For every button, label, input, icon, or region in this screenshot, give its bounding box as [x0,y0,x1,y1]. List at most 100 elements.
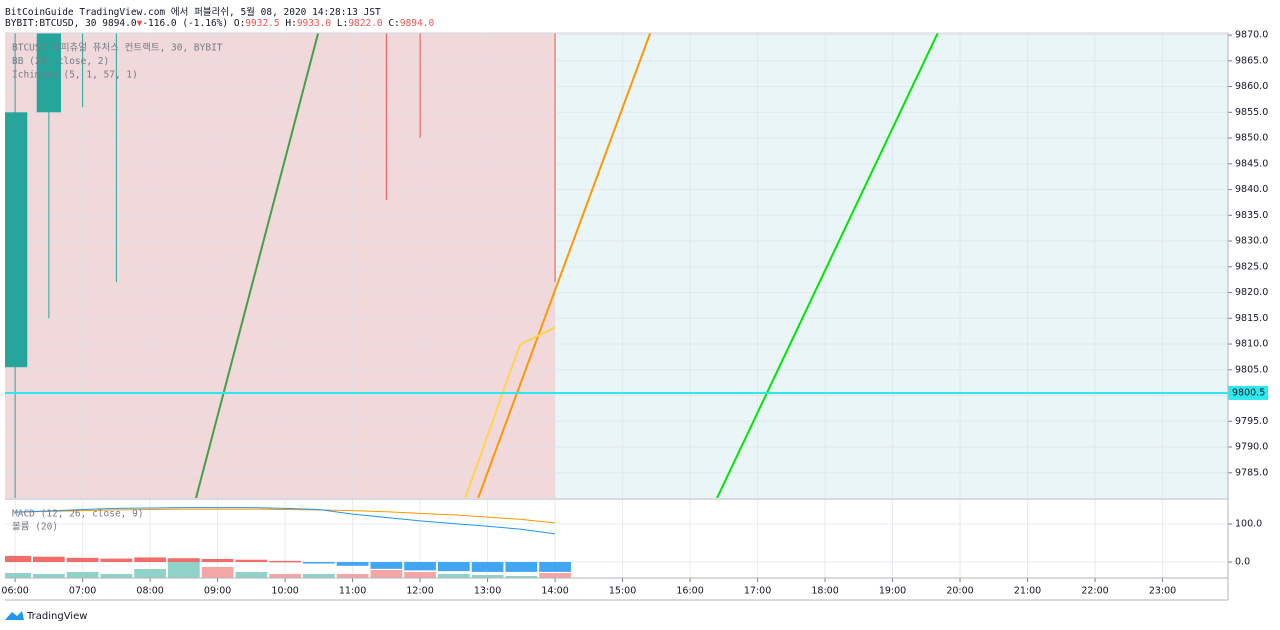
macd-pane [5,500,1228,578]
histogram-bar [370,562,403,569]
y-tick-label: 9870.0 [1235,30,1268,41]
x-tick-label: 18:00 [811,586,838,597]
y-tick-label: 9790.0 [1235,442,1268,453]
open: 9932.5 [245,18,280,29]
y-tick-label: 9785.0 [1235,467,1268,478]
volume-bar [505,576,538,578]
volume-bar [5,573,31,578]
y-tick-label: 9795.0 [1235,416,1268,427]
macd-line [15,507,556,535]
indicator-line [477,33,652,498]
y-tick-label: 9820.0 [1235,287,1268,298]
change: -116.0 (-1.16%) [142,18,229,29]
logo-icon [5,611,24,620]
x-tick-label: 13:00 [474,586,501,597]
logo: TradingView [5,611,87,622]
x-tick-label: 12:00 [406,586,433,597]
main-series [5,33,1228,498]
overlay: 06:00 07:00 08:00 09:00 10:00 11:00 12:00 13:00… [1,30,1268,597]
volume-bar [370,570,403,578]
x-tick-label: 16:00 [676,586,703,597]
x-tick-label: 22:00 [1081,586,1108,597]
histogram-bar [5,555,31,563]
histogram-bar [235,559,268,563]
histogram-bar [302,562,335,564]
cloud [555,33,1228,498]
volume-bar [32,574,65,578]
c-label: C: [388,18,400,29]
y-tick-label: 9805.0 [1235,364,1268,375]
histogram-bar [437,562,470,572]
publisher-line: BitCoinGuide TradingView.com 에서 퍼블리쉬, 5월… [5,7,381,18]
legend-entry: BB (20, close, 2) [12,56,109,67]
x-tick-label: 15:00 [609,586,636,597]
y-tick-label: 9850.0 [1235,133,1268,144]
volume-bar [201,567,234,578]
y-tick-label: 9855.0 [1235,107,1268,118]
histogram-bar [505,562,538,572]
volume-bar [404,572,436,578]
volume-bar [66,572,99,578]
cloud [5,33,556,498]
x-tick-label: 11:00 [339,586,366,597]
volume-bar [235,572,268,578]
y-tick-label: 9810.0 [1235,339,1268,350]
histogram-bar [336,562,369,566]
volume-bar [471,575,504,578]
candle-body [36,33,62,113]
volume-bar [167,562,200,578]
volume-bar [134,569,166,578]
h-label: H: [285,18,297,29]
symbol: BYBIT:BTCUSD, 30 [5,18,97,29]
volume-bar [302,574,335,578]
histogram-bar [66,557,99,563]
histogram-bar [471,562,504,572]
x-tick-label: 20:00 [946,586,973,597]
histogram-bar [100,558,133,563]
x-tick-label: 09:00 [204,586,231,597]
y-tick-label: 9860.0 [1235,81,1268,92]
indicator-line [195,33,320,498]
low: 9822.0 [348,18,383,29]
histogram-bar [134,557,166,563]
histogram-bar [404,562,436,571]
legend-entry: BTCUSD 퍼피츄얼 퓨처스 컨트랙트, 30, BYBIT [12,42,223,54]
l-label: L: [336,18,349,29]
histogram-bar [167,558,200,563]
volume-bar [336,574,369,578]
x-tick-label: 10:00 [271,586,298,597]
x-tick-label: 06:00 [1,586,28,597]
y-tick-label: 0.0 [1235,557,1250,568]
histogram-bar [269,560,301,563]
indicator-line [716,33,939,498]
ohlc-line: BYBIT:BTCUSD, 30 9894.0▼-116.0 (-1.16%) … [5,18,434,29]
y-tick-label: 9815.0 [1235,313,1268,324]
volume-bar [539,573,571,578]
histogram-bar [539,562,571,572]
legend-entry: MACD (12, 26, close, 9) [12,509,144,520]
price-label: 9800.5 [1232,387,1265,398]
last-price: 9894.0 [102,18,137,29]
footer-brand: TradingView [26,611,87,622]
x-tick-label: 07:00 [69,586,96,597]
y-tick-label: 100.0 [1235,518,1262,529]
high: 9933.0 [296,18,332,29]
volume-bar [100,574,133,578]
x-tick-label: 19:00 [879,586,906,597]
o-label: O: [233,18,246,29]
y-tick-label: 9830.0 [1235,236,1268,247]
x-tick-label: 17:00 [744,586,771,597]
candle-body [5,112,28,368]
histogram-bar [32,556,65,563]
price-label-box [1228,385,1268,400]
volume-bar [437,574,470,578]
down-arrow: ▼ [136,18,143,29]
legend-entry: 볼륨 (20) [12,522,58,533]
y-tick-label: 9845.0 [1235,158,1268,169]
x-tick-label: 08:00 [136,586,163,597]
y-tick-label: 9825.0 [1235,261,1268,272]
y-tick-label: 9835.0 [1235,210,1268,221]
